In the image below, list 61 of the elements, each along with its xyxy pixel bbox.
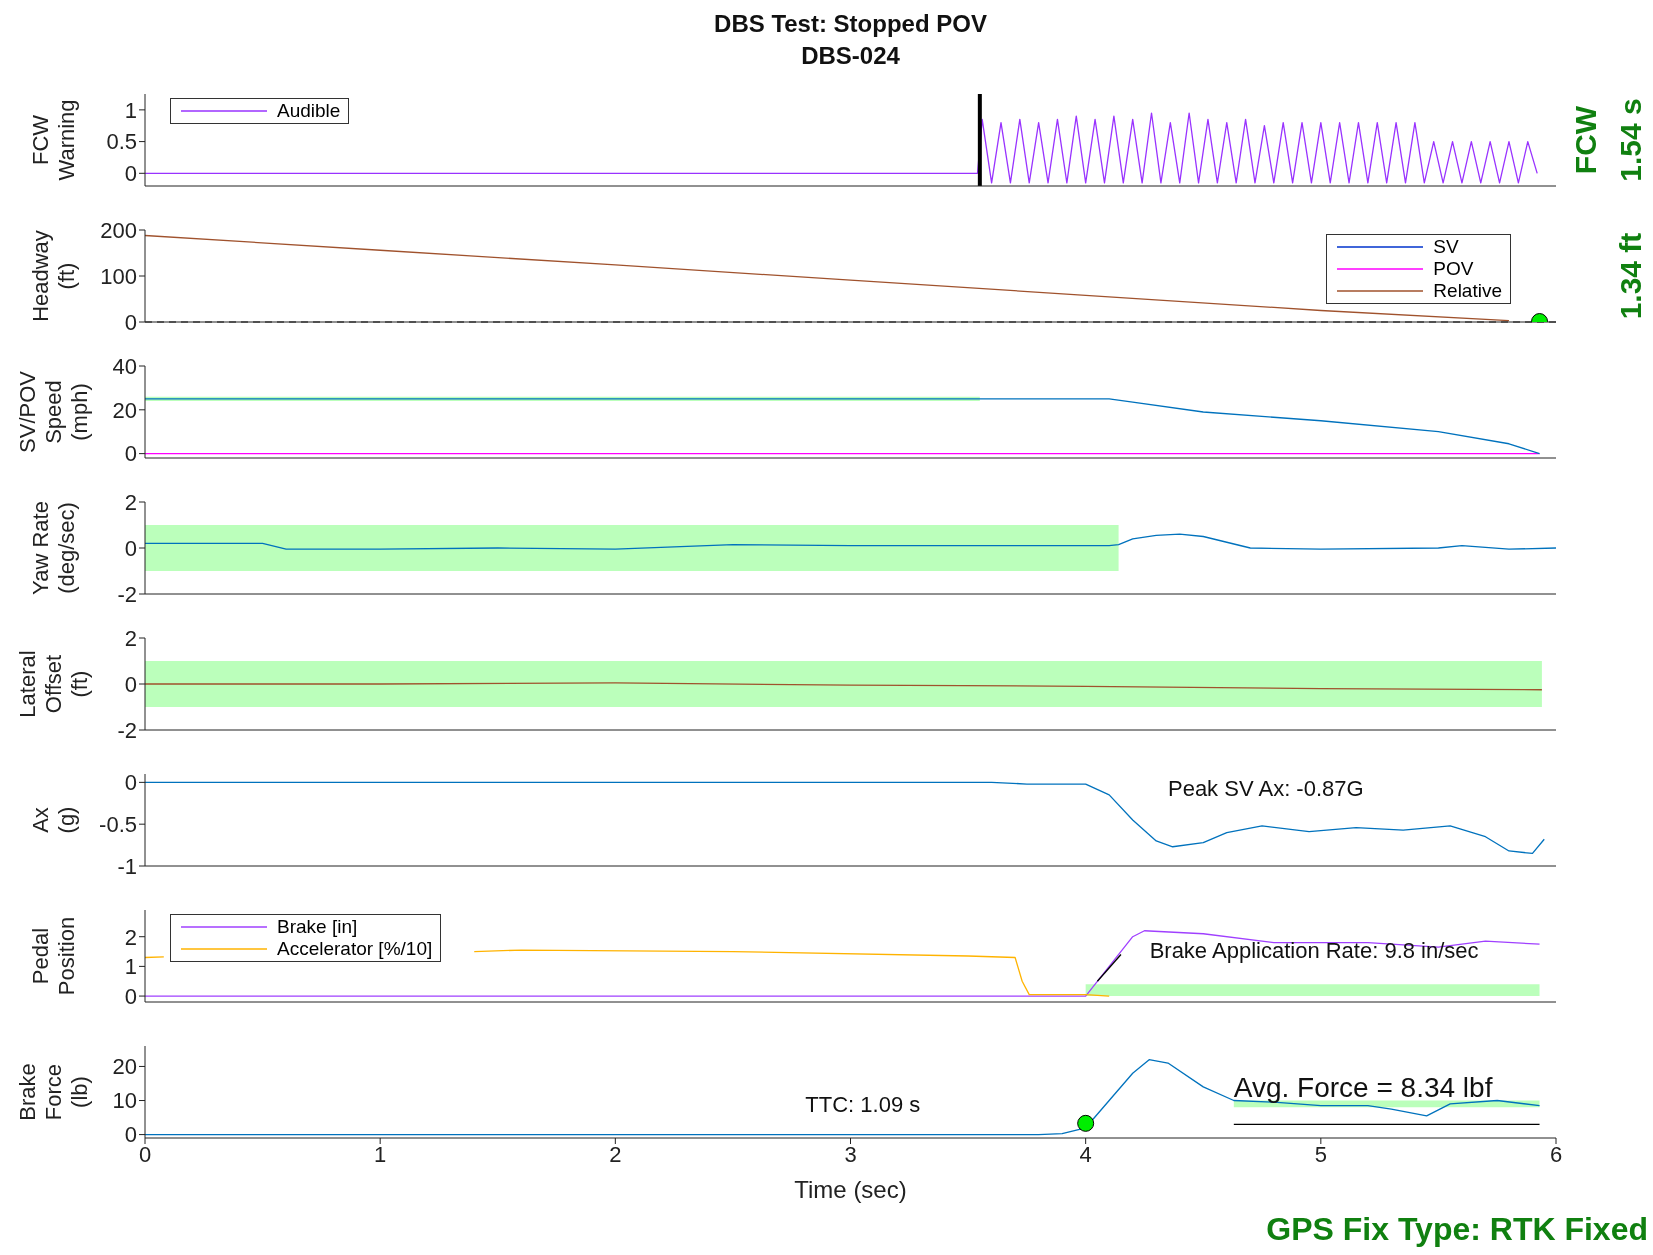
x-tick-label: 6 — [1549, 1141, 1563, 1167]
y-tick-label: 100 — [100, 263, 137, 289]
y-tick-label: 2 — [124, 625, 137, 651]
line-series — [145, 398, 1541, 455]
annotation: TTC: 1.09 s — [805, 1092, 921, 1118]
y-tick-label: 2 — [124, 489, 137, 515]
y-axis-title: Yaw Rate (deg/sec) — [28, 501, 80, 595]
y-axis-title: Pedal Position — [28, 916, 80, 996]
y-axis-title: SV/POV Speed (mph) — [14, 371, 93, 453]
x-axis-title: Time (sec) — [793, 1176, 908, 1204]
y-tick-label: 1 — [124, 954, 137, 980]
annotation: Brake Application Rate: 9.8 in/sec — [1149, 937, 1479, 964]
y-tick-label: 1 — [124, 97, 137, 123]
text: FCW — [1569, 105, 1603, 175]
y-tick-label: 0 — [124, 441, 137, 467]
y-axis-title: Ax (g) — [27, 806, 80, 834]
legend-label: Audible — [277, 100, 341, 122]
y-tick-label: -0.5 — [99, 811, 137, 837]
text: GPS Fix Type: RTK Fixed — [1266, 1211, 1648, 1248]
x-tick-label: 1 — [374, 1141, 387, 1167]
x-tick-label: 5 — [1314, 1141, 1327, 1167]
y-tick-label: 20 — [112, 1054, 137, 1080]
y-tick-label: 0.5 — [106, 129, 137, 155]
annotation: Peak SV Ax: -0.87G — [1167, 775, 1364, 802]
line-series — [145, 533, 1556, 550]
legend-label: Brake [in] — [277, 916, 358, 938]
legend-label: SV — [1433, 236, 1459, 258]
y-tick-label: 0 — [124, 983, 137, 1009]
annotation: Avg. Force = 8.34 lbf — [1233, 1071, 1493, 1105]
y-axis-title: Lateral Offset (ft) — [15, 650, 93, 718]
y-tick-label: -2 — [117, 581, 137, 607]
y-axis-title: Headway (ft) — [28, 230, 80, 322]
line-series — [145, 234, 1510, 322]
legend-label: POV — [1433, 258, 1474, 280]
text: 1.34 ft — [1614, 232, 1648, 320]
y-tick-label: 0 — [124, 770, 137, 796]
x-tick-label: 2 — [609, 1141, 622, 1167]
y-tick-label: 2 — [124, 924, 137, 950]
y-axis-title: FCW Warning — [27, 99, 80, 181]
y-tick-label: 200 — [100, 217, 137, 243]
y-tick-label: -2 — [117, 717, 137, 743]
chart-subtitle: DBS-024 — [800, 41, 901, 71]
line-series — [145, 682, 1543, 691]
y-tick-label: 0 — [124, 671, 137, 697]
y-tick-label: 20 — [112, 397, 137, 423]
line-series — [145, 1058, 1541, 1136]
line-series — [145, 781, 1545, 855]
y-axis-title: Brake Force (lb) — [14, 1063, 93, 1121]
chart-title: DBS Test: Stopped POV — [713, 9, 988, 39]
x-tick-label: 4 — [1079, 1141, 1092, 1167]
y-tick-label: 0 — [124, 161, 137, 187]
legend-label: Relative — [1433, 280, 1502, 302]
y-tick-label: 0 — [124, 1122, 137, 1148]
y-tick-label: 0 — [124, 535, 137, 561]
y-tick-label: 0 — [124, 309, 137, 335]
y-tick-label: 40 — [112, 353, 137, 379]
y-tick-label: 10 — [112, 1088, 137, 1114]
x-tick-label: 3 — [844, 1141, 857, 1167]
y-tick-label: -1 — [117, 853, 137, 879]
text: 1.54 s — [1614, 98, 1648, 182]
legend-label: Accelerator [%/10] — [277, 938, 433, 960]
